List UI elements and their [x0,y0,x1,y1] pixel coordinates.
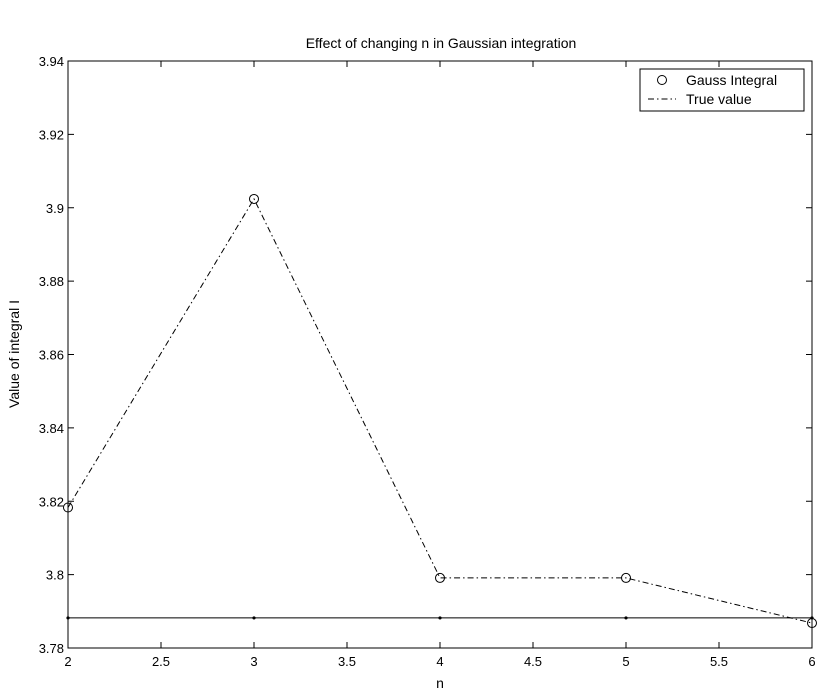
y-tick-label: 3.84 [39,421,64,436]
gauss-integral-point [63,502,73,513]
y-tick-label: 3.88 [39,274,64,289]
x-tick-label: 2.5 [152,654,170,669]
gauss-integral-point [249,193,259,204]
chart-title: Effect of changing n in Gaussian integra… [306,35,577,51]
x-axis-ticks: 2 2.5 3 3.5 4 4.5 5 5.5 6 [64,61,816,669]
x-tick-label: 5.5 [710,654,728,669]
x-tick-label: 3 [250,654,257,669]
y-tick-label: 3.9 [46,201,64,216]
x-axis-label: n [436,675,444,691]
y-tick-label: 3.86 [39,348,64,363]
y-axis-label: Value of integral I [6,300,22,408]
y-tick-label: 3.94 [39,54,64,69]
x-tick-label: 3.5 [338,654,356,669]
legend: Gauss Integral True value [639,68,805,112]
x-tick-label: 4.5 [524,654,542,669]
true-value-point [438,616,442,620]
y-tick-label: 3.78 [39,641,64,656]
true-value-point [252,616,256,620]
y-tick-label: 3.92 [39,127,64,142]
y-tick-label: 3.8 [46,568,64,583]
legend-circle-marker [657,75,667,85]
y-tick-label: 3.82 [39,494,64,509]
legend-box [639,68,805,112]
legend-label-gauss: Gauss Integral [686,72,777,88]
x-tick-label: 5 [622,654,629,669]
true-value-point [66,616,70,620]
series-layer [63,193,817,629]
gauss-integral-point [807,618,817,629]
x-tick-label: 2 [64,654,71,669]
legend-label-true: True value [686,91,752,107]
gauss-integral-point [621,572,631,583]
y-axis-ticks: 3.78 3.8 3.82 3.84 3.86 3.88 3.9 3.92 3.94 [39,54,812,656]
x-tick-label: 4 [436,654,443,669]
true-value-point [624,616,628,620]
x-tick-label: 6 [808,654,815,669]
gauss-integral-point [435,572,445,583]
plot-area [67,60,813,649]
